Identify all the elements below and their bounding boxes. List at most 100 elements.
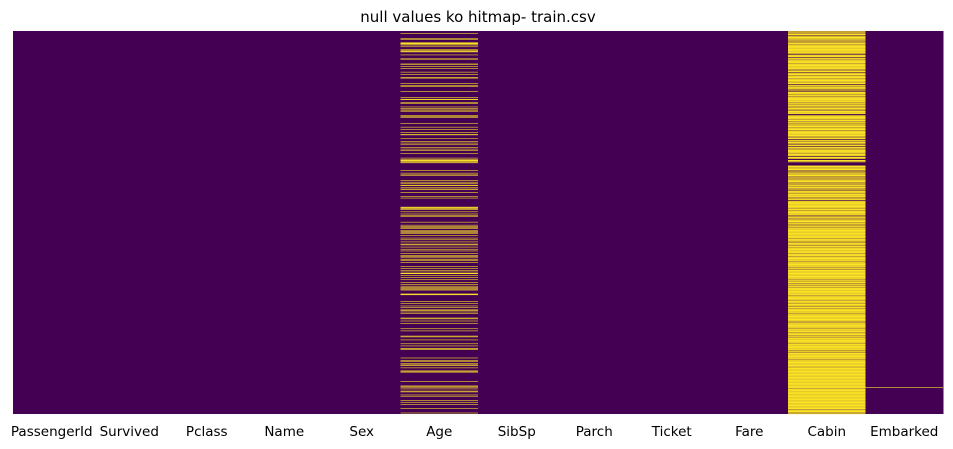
- heatmap-cell-null: [788, 286, 866, 287]
- heatmap-cell-null: [788, 228, 866, 230]
- heatmap-cell-null: [788, 274, 866, 275]
- heatmap-cell-null: [788, 174, 866, 175]
- heatmap-cell-null: [400, 371, 478, 373]
- heatmap-cell-null: [400, 161, 478, 163]
- heatmap-cell-null: [788, 409, 866, 411]
- heatmap-cell-null: [788, 34, 866, 36]
- heatmap-cell-null: [788, 96, 866, 97]
- heatmap-cell-null: [788, 43, 866, 45]
- heatmap-cell-null: [788, 251, 866, 253]
- heatmap-cell-null: [788, 263, 866, 265]
- heatmap-cell-null: [788, 220, 866, 221]
- heatmap-cell-null: [788, 182, 866, 184]
- heatmap-cell-null: [788, 295, 866, 297]
- heatmap-cell-null: [788, 126, 866, 128]
- heatmap-cell-null: [788, 127, 866, 129]
- heatmap-cell-null: [788, 205, 866, 206]
- heatmap-cell-null: [788, 86, 866, 88]
- heatmap-cell-null: [400, 181, 478, 183]
- heatmap-cell-null: [788, 374, 866, 375]
- heatmap-cell-null: [400, 401, 478, 403]
- heatmap-cell-null: [400, 224, 478, 226]
- heatmap-cell-null: [788, 226, 866, 228]
- heatmap-cell-null: [788, 294, 866, 296]
- heatmap-cell-null: [788, 226, 866, 227]
- heatmap-cell-null: [788, 355, 866, 357]
- heatmap-cell-null: [400, 363, 478, 364]
- heatmap-cell-null: [400, 134, 478, 136]
- heatmap-cell-null: [788, 180, 866, 181]
- heatmap-cell-null: [788, 275, 866, 277]
- heatmap-cell-null: [788, 315, 866, 316]
- heatmap-cell-null: [788, 188, 866, 190]
- heatmap-cell-null: [788, 166, 866, 168]
- heatmap-cell-null: [400, 54, 478, 56]
- heatmap-cell-null: [788, 288, 866, 290]
- heatmap-cell-null: [788, 119, 866, 121]
- heatmap-cell-null: [788, 277, 866, 279]
- heatmap-cell-null: [788, 77, 866, 79]
- heatmap-cell-null: [788, 268, 866, 270]
- heatmap-cell-null: [788, 247, 866, 248]
- heatmap-cell-null: [400, 266, 478, 267]
- heatmap-cell-null: [788, 283, 866, 285]
- heatmap-cell-null: [788, 265, 866, 267]
- heatmap-cell-null: [788, 257, 866, 258]
- heatmap-cell-null: [788, 217, 866, 218]
- heatmap-cell-null: [400, 50, 478, 51]
- heatmap-cell-null: [788, 95, 866, 96]
- heatmap-cell-null: [788, 180, 866, 182]
- heatmap-cell-null: [400, 138, 478, 140]
- heatmap-cell-null: [788, 282, 866, 284]
- heatmap-cell-null: [400, 318, 478, 320]
- heatmap-cell-null: [788, 171, 866, 173]
- heatmap-cell-not-null: [555, 31, 634, 414]
- heatmap-cell-null: [788, 393, 866, 394]
- heatmap-cell-null: [400, 367, 478, 369]
- heatmap-cell-null: [788, 269, 866, 271]
- heatmap-cell-null: [788, 368, 866, 370]
- heatmap-cell-null: [788, 363, 866, 365]
- heatmap-cell-null: [788, 265, 866, 266]
- heatmap-cell-null: [788, 82, 866, 84]
- heatmap-cell-null: [788, 174, 866, 176]
- heatmap-cell-null: [788, 307, 866, 308]
- heatmap-cell-null: [788, 67, 866, 69]
- heatmap-cell-null: [788, 403, 866, 404]
- heatmap-cell-null: [788, 70, 866, 72]
- heatmap-cell-null: [788, 111, 866, 113]
- heatmap-cell-null: [400, 256, 478, 257]
- heatmap-cell-null: [788, 330, 866, 332]
- heatmap-cell-null: [400, 43, 478, 44]
- heatmap-cell-null: [400, 390, 478, 392]
- heatmap-cell-null: [788, 291, 866, 293]
- heatmap-cell-null: [788, 383, 866, 385]
- heatmap-cell-null: [788, 115, 866, 117]
- heatmap-cell-null: [400, 408, 478, 409]
- heatmap-cell-null: [788, 371, 866, 372]
- heatmap-cell-null: [788, 175, 866, 177]
- heatmap-cell-null: [788, 369, 866, 370]
- heatmap-cell-null: [788, 205, 866, 207]
- heatmap-cell-null: [788, 202, 866, 204]
- heatmap-cell-null: [788, 394, 866, 395]
- heatmap-cell-null: [400, 33, 478, 34]
- heatmap-cell-null: [788, 324, 866, 325]
- heatmap-cell-null: [788, 369, 866, 371]
- x-tick-label-sex: Sex: [349, 424, 374, 440]
- heatmap-cell-null: [400, 404, 478, 405]
- heatmap-cell-null: [788, 209, 866, 211]
- heatmap-cell-null: [400, 68, 478, 69]
- heatmap-cell-null: [400, 343, 478, 345]
- heatmap-cell-null: [788, 183, 866, 185]
- heatmap-cell-null: [788, 322, 866, 324]
- heatmap-cell-null: [788, 223, 866, 225]
- heatmap-cell-null: [788, 341, 866, 343]
- heatmap-cell-null: [788, 205, 866, 207]
- heatmap-cell-null: [788, 292, 866, 293]
- heatmap-cell-null: [788, 220, 866, 222]
- heatmap-cell-null: [788, 83, 866, 85]
- heatmap-cell-null: [788, 257, 866, 259]
- heatmap-cell-null: [788, 311, 866, 313]
- heatmap-cell-null: [400, 360, 478, 361]
